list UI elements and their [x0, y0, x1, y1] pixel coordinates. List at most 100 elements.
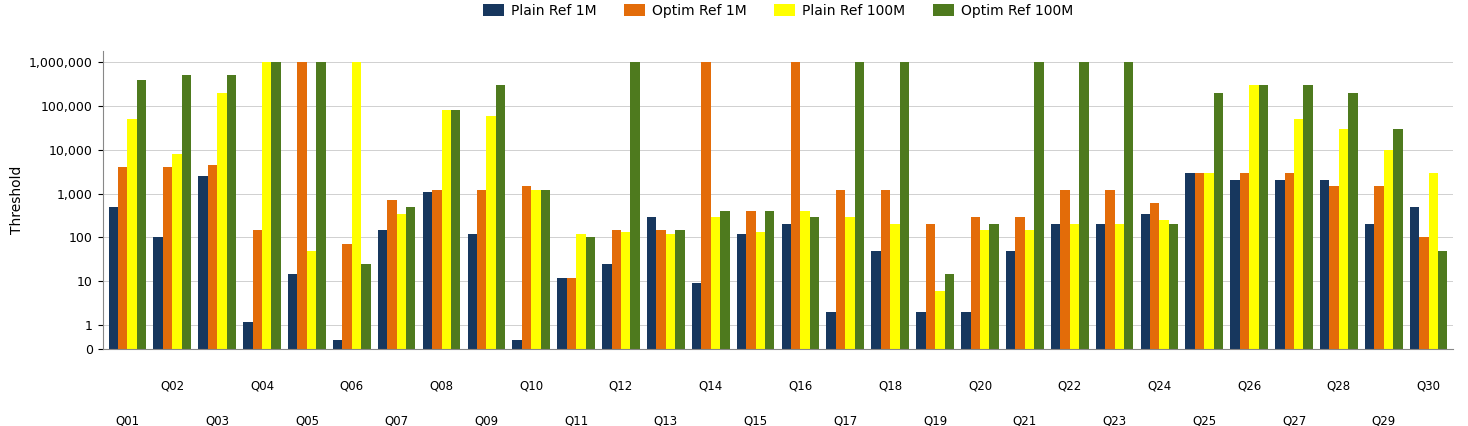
- Bar: [172, 154, 182, 349]
- Bar: [721, 211, 730, 349]
- Bar: [263, 62, 272, 349]
- Bar: [1016, 216, 1025, 349]
- Bar: [900, 62, 909, 349]
- Bar: [1240, 173, 1249, 349]
- Bar: [1409, 207, 1420, 349]
- Bar: [1025, 230, 1035, 349]
- Bar: [962, 312, 970, 349]
- Bar: [835, 190, 846, 349]
- Bar: [198, 176, 208, 349]
- Bar: [1348, 93, 1358, 349]
- Bar: [288, 273, 298, 349]
- Bar: [765, 211, 775, 349]
- Text: Q17: Q17: [834, 415, 857, 426]
- Bar: [656, 230, 666, 349]
- Text: Q19: Q19: [923, 415, 947, 426]
- Bar: [846, 216, 854, 349]
- Text: Q01: Q01: [116, 415, 139, 426]
- Bar: [1258, 85, 1268, 349]
- Text: Q05: Q05: [295, 415, 319, 426]
- Bar: [352, 62, 361, 349]
- Bar: [944, 273, 954, 349]
- Bar: [244, 322, 252, 349]
- Text: Q18: Q18: [878, 379, 903, 392]
- Bar: [307, 250, 316, 349]
- Bar: [1439, 250, 1447, 349]
- Bar: [890, 224, 900, 349]
- Bar: [1095, 224, 1105, 349]
- Text: Q20: Q20: [967, 379, 992, 392]
- Bar: [621, 233, 630, 349]
- Bar: [208, 165, 217, 349]
- Bar: [1186, 173, 1195, 349]
- Text: Q10: Q10: [520, 379, 543, 392]
- Bar: [1304, 85, 1312, 349]
- Text: Q02: Q02: [160, 379, 185, 392]
- Bar: [1195, 173, 1204, 349]
- Bar: [1070, 224, 1079, 349]
- Bar: [675, 230, 684, 349]
- Bar: [1374, 186, 1384, 349]
- Bar: [926, 224, 935, 349]
- Bar: [981, 230, 989, 349]
- Bar: [272, 62, 280, 349]
- Bar: [1320, 181, 1330, 349]
- Bar: [1149, 203, 1160, 349]
- Text: Q22: Q22: [1057, 379, 1082, 392]
- Bar: [1105, 190, 1114, 349]
- Bar: [477, 190, 486, 349]
- Bar: [800, 211, 810, 349]
- Bar: [1079, 62, 1089, 349]
- Text: Q16: Q16: [788, 379, 813, 392]
- Text: Q28: Q28: [1327, 379, 1351, 392]
- Bar: [226, 75, 236, 349]
- Bar: [342, 244, 352, 349]
- Bar: [252, 230, 263, 349]
- Text: Q08: Q08: [430, 379, 454, 392]
- Bar: [109, 207, 117, 349]
- Text: Q07: Q07: [385, 415, 408, 426]
- Bar: [1276, 181, 1284, 349]
- Bar: [117, 167, 128, 349]
- Bar: [512, 340, 521, 349]
- Bar: [486, 116, 496, 349]
- Bar: [377, 230, 388, 349]
- Bar: [916, 312, 926, 349]
- Bar: [163, 167, 172, 349]
- Text: Q23: Q23: [1102, 415, 1126, 426]
- Bar: [810, 216, 819, 349]
- Text: Q21: Q21: [1013, 415, 1036, 426]
- Bar: [791, 62, 800, 349]
- Bar: [1365, 224, 1374, 349]
- Bar: [989, 224, 998, 349]
- Bar: [1230, 181, 1240, 349]
- Y-axis label: Threshold: Threshold: [10, 166, 23, 234]
- Text: Q11: Q11: [564, 415, 589, 426]
- Bar: [970, 216, 981, 349]
- Bar: [737, 234, 746, 349]
- Bar: [1293, 119, 1304, 349]
- Bar: [691, 283, 702, 349]
- Bar: [567, 278, 575, 349]
- Bar: [1141, 213, 1149, 349]
- Bar: [1006, 250, 1016, 349]
- Bar: [137, 80, 147, 349]
- Bar: [854, 62, 865, 349]
- Text: Q04: Q04: [250, 379, 275, 392]
- Bar: [602, 264, 612, 349]
- Bar: [746, 211, 756, 349]
- Bar: [451, 110, 461, 349]
- Bar: [217, 93, 226, 349]
- Bar: [612, 230, 621, 349]
- Text: Q30: Q30: [1417, 379, 1440, 392]
- Bar: [388, 200, 396, 349]
- Bar: [702, 62, 711, 349]
- Bar: [442, 110, 451, 349]
- Bar: [558, 278, 567, 349]
- Bar: [1249, 85, 1258, 349]
- Bar: [826, 312, 835, 349]
- Bar: [630, 62, 640, 349]
- Text: Q13: Q13: [653, 415, 678, 426]
- Bar: [1384, 150, 1393, 349]
- Bar: [407, 207, 415, 349]
